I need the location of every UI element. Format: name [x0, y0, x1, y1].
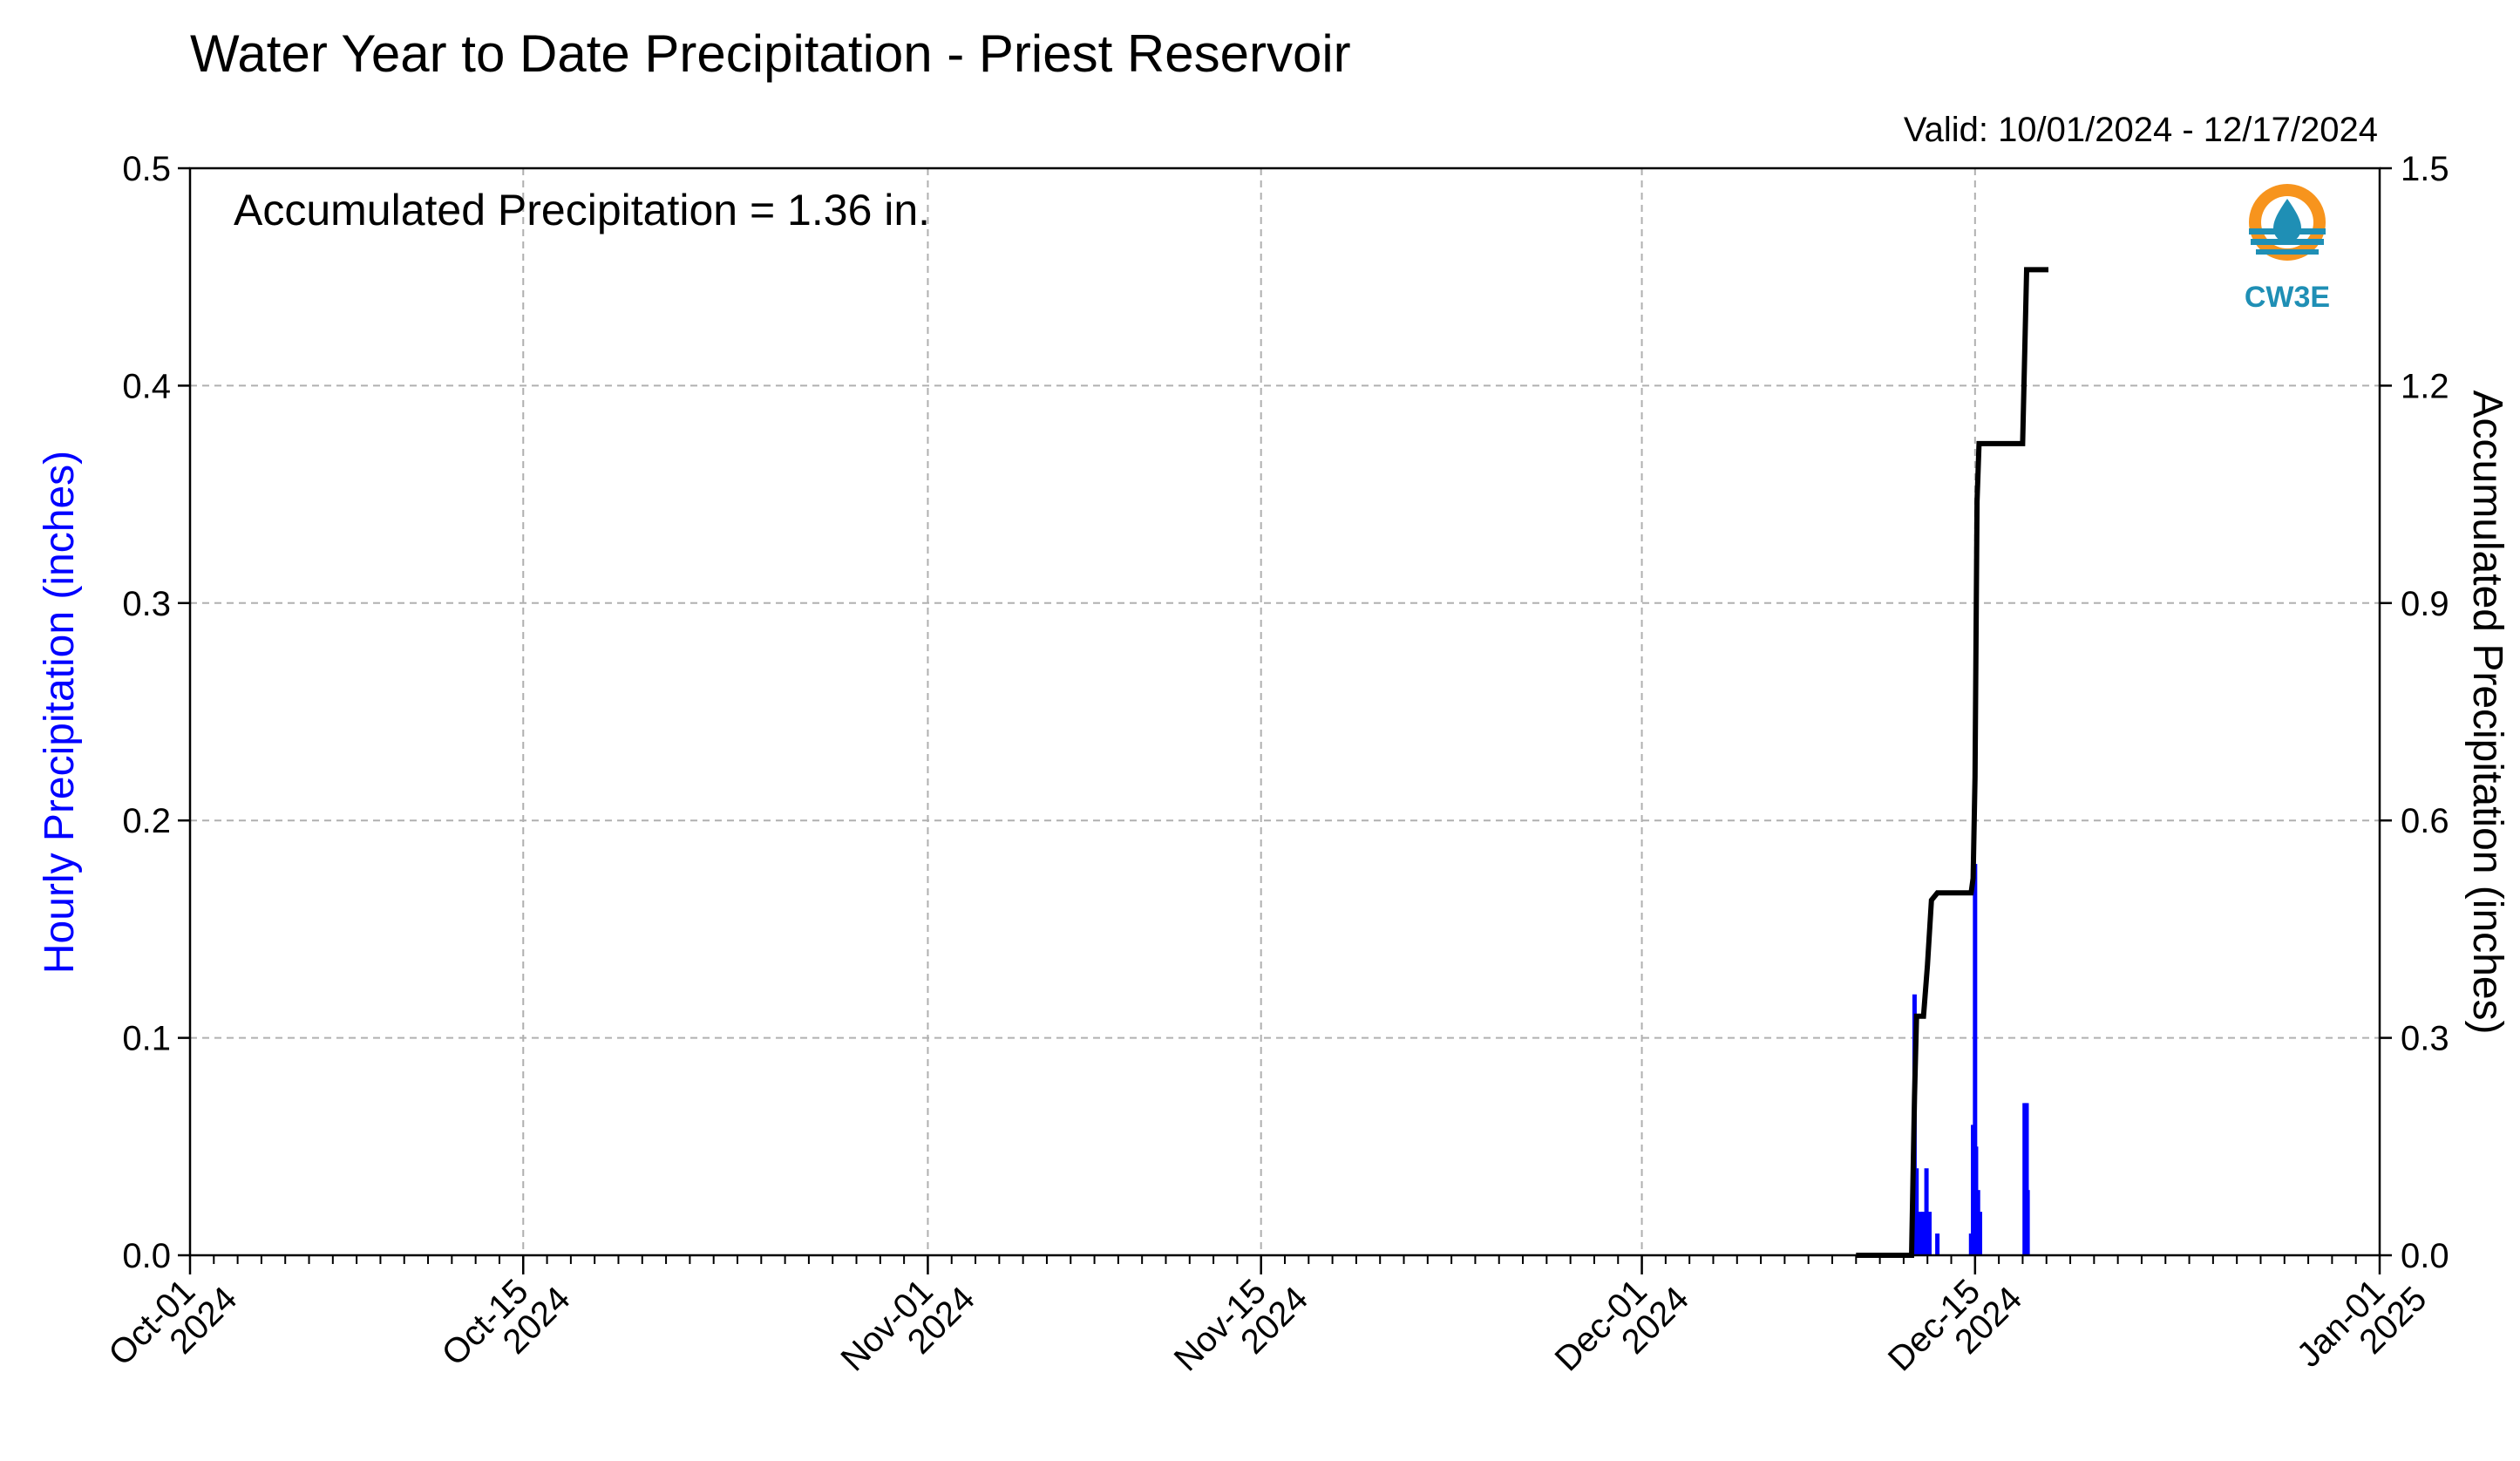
- hourly-bar: [1914, 1168, 1919, 1255]
- right-tick-label: 1.5: [2401, 150, 2449, 188]
- left-tick-label: 0.0: [122, 1237, 171, 1275]
- right-tick-label: 1.2: [2401, 367, 2449, 405]
- hourly-bar: [1978, 1212, 1983, 1255]
- accumulated-annotation: Accumulated Precipitation = 1.36 in.: [234, 186, 930, 234]
- cw3e-logo: CW3E: [2245, 184, 2330, 314]
- hourly-bar: [1935, 1233, 1940, 1255]
- logo-text: CW3E: [2245, 281, 2330, 314]
- right-tick-label: 0.9: [2401, 585, 2449, 623]
- grid-lines: [190, 168, 2380, 1255]
- right-tick-labels: 0.0 0.3 0.6 0.9 1.2 1.5: [2401, 150, 2449, 1275]
- hourly-bar: [1921, 1212, 1926, 1255]
- hourly-bar: [1918, 1212, 1923, 1255]
- left-tick-label: 0.1: [122, 1020, 171, 1058]
- left-tick-label: 0.2: [122, 802, 171, 840]
- right-axis-label: Accumulated Precipitation (inches): [2464, 390, 2510, 1034]
- plot-frame: [188, 166, 2381, 1257]
- logo-wave-1: [2249, 228, 2326, 234]
- hourly-bar: [1924, 1168, 1929, 1255]
- chart-title: Water Year to Date Precipitation - Pries…: [190, 24, 1351, 83]
- valid-range: Valid: 10/01/2024 - 12/17/2024: [1904, 111, 2378, 149]
- right-tick-label: 0.6: [2401, 802, 2449, 840]
- right-tick-label: 0.3: [2401, 1020, 2449, 1058]
- hourly-bar: [2024, 1103, 2029, 1255]
- accumulated-line: [1856, 267, 2048, 1258]
- hourly-bar: [1926, 1212, 1932, 1255]
- left-tick-label: 0.4: [122, 367, 171, 405]
- hourly-bar: [1973, 864, 1978, 1255]
- left-tick-label: 0.3: [122, 585, 171, 623]
- logo-wave-3: [2256, 249, 2319, 255]
- left-axis-label: Hourly Precipitation (inches): [37, 451, 83, 974]
- left-tick-labels: 0.0 0.1 0.2 0.3 0.4 0.5: [122, 150, 171, 1275]
- logo-wave-2: [2251, 239, 2324, 245]
- left-tick-label: 0.5: [122, 150, 171, 188]
- hourly-bar: [2025, 1190, 2030, 1255]
- right-tick-label: 0.0: [2401, 1237, 2449, 1275]
- axis-ticks: [178, 166, 2392, 1274]
